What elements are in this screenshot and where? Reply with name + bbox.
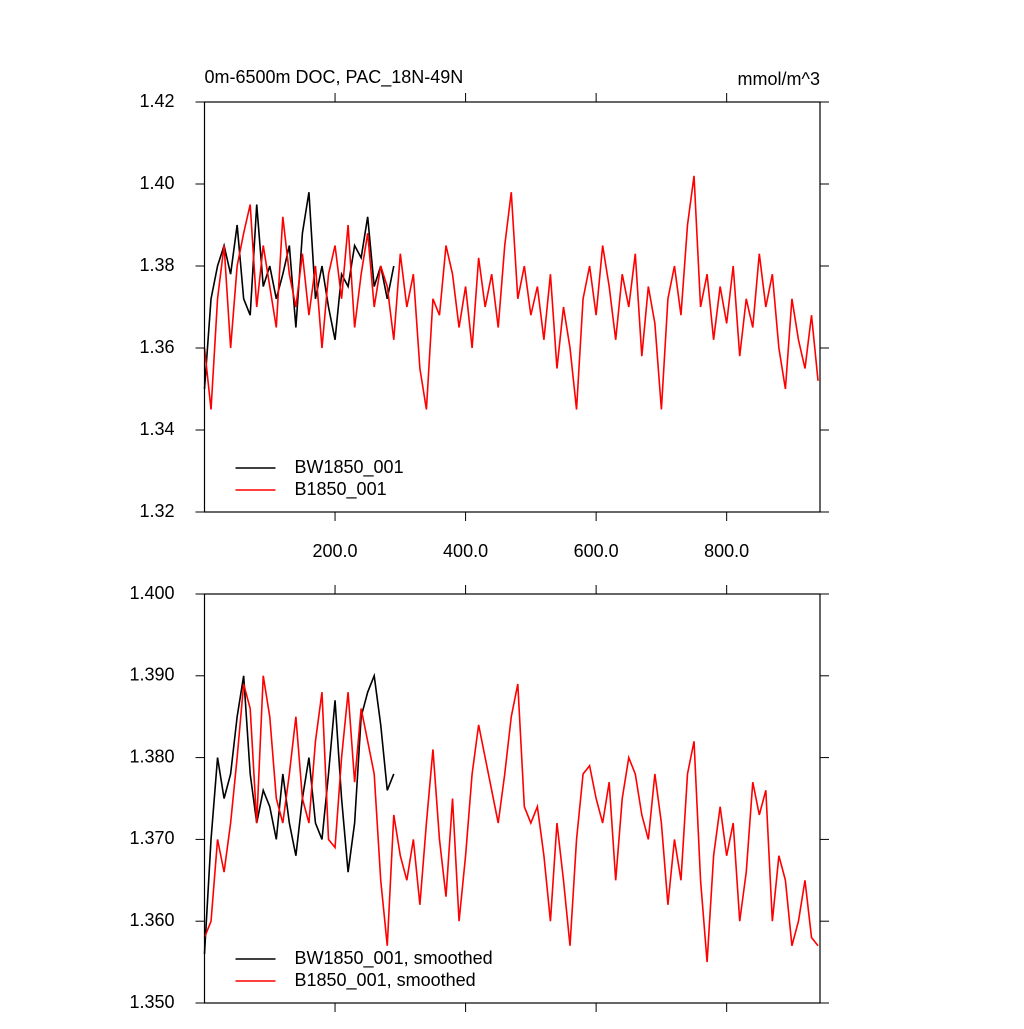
y-tick-label: 1.370	[129, 828, 174, 848]
y-tick-label: 1.34	[139, 419, 174, 439]
y-tick-label: 1.36	[139, 337, 174, 357]
y-tick-label: 1.350	[129, 992, 174, 1012]
x-tick-label: 600.0	[574, 541, 619, 561]
y-tick-label: 1.360	[129, 910, 174, 930]
data-line	[203, 672, 395, 954]
y-tick-label: 1.32	[139, 501, 174, 521]
plot-frame	[203, 593, 821, 1004]
y-tick-label: 1.380	[129, 746, 174, 766]
x-tick-label: 200.0	[313, 541, 358, 561]
legend-label: B1850_001, smoothed	[295, 970, 476, 991]
legend-label: BW1850_001, smoothed	[295, 948, 493, 969]
data-line	[203, 192, 395, 390]
legend-label: B1850_001	[295, 479, 387, 500]
y-tick-label: 1.390	[129, 665, 174, 685]
y-tick-label: 1.400	[129, 583, 174, 603]
y-tick-label: 1.40	[139, 173, 174, 193]
y-tick-label: 1.42	[139, 91, 174, 111]
plot-frame	[203, 101, 821, 513]
chart-title: 0m-6500m DOC, PAC_18N-49N	[205, 67, 464, 88]
y-tick-label: 1.38	[139, 255, 174, 275]
legend-label: BW1850_001	[295, 457, 404, 478]
x-tick-label: 800.0	[704, 541, 749, 561]
units-label: mmol/m^3	[738, 69, 820, 89]
data-line	[203, 175, 819, 410]
data-line	[203, 675, 819, 963]
x-tick-label: 400.0	[443, 541, 488, 561]
